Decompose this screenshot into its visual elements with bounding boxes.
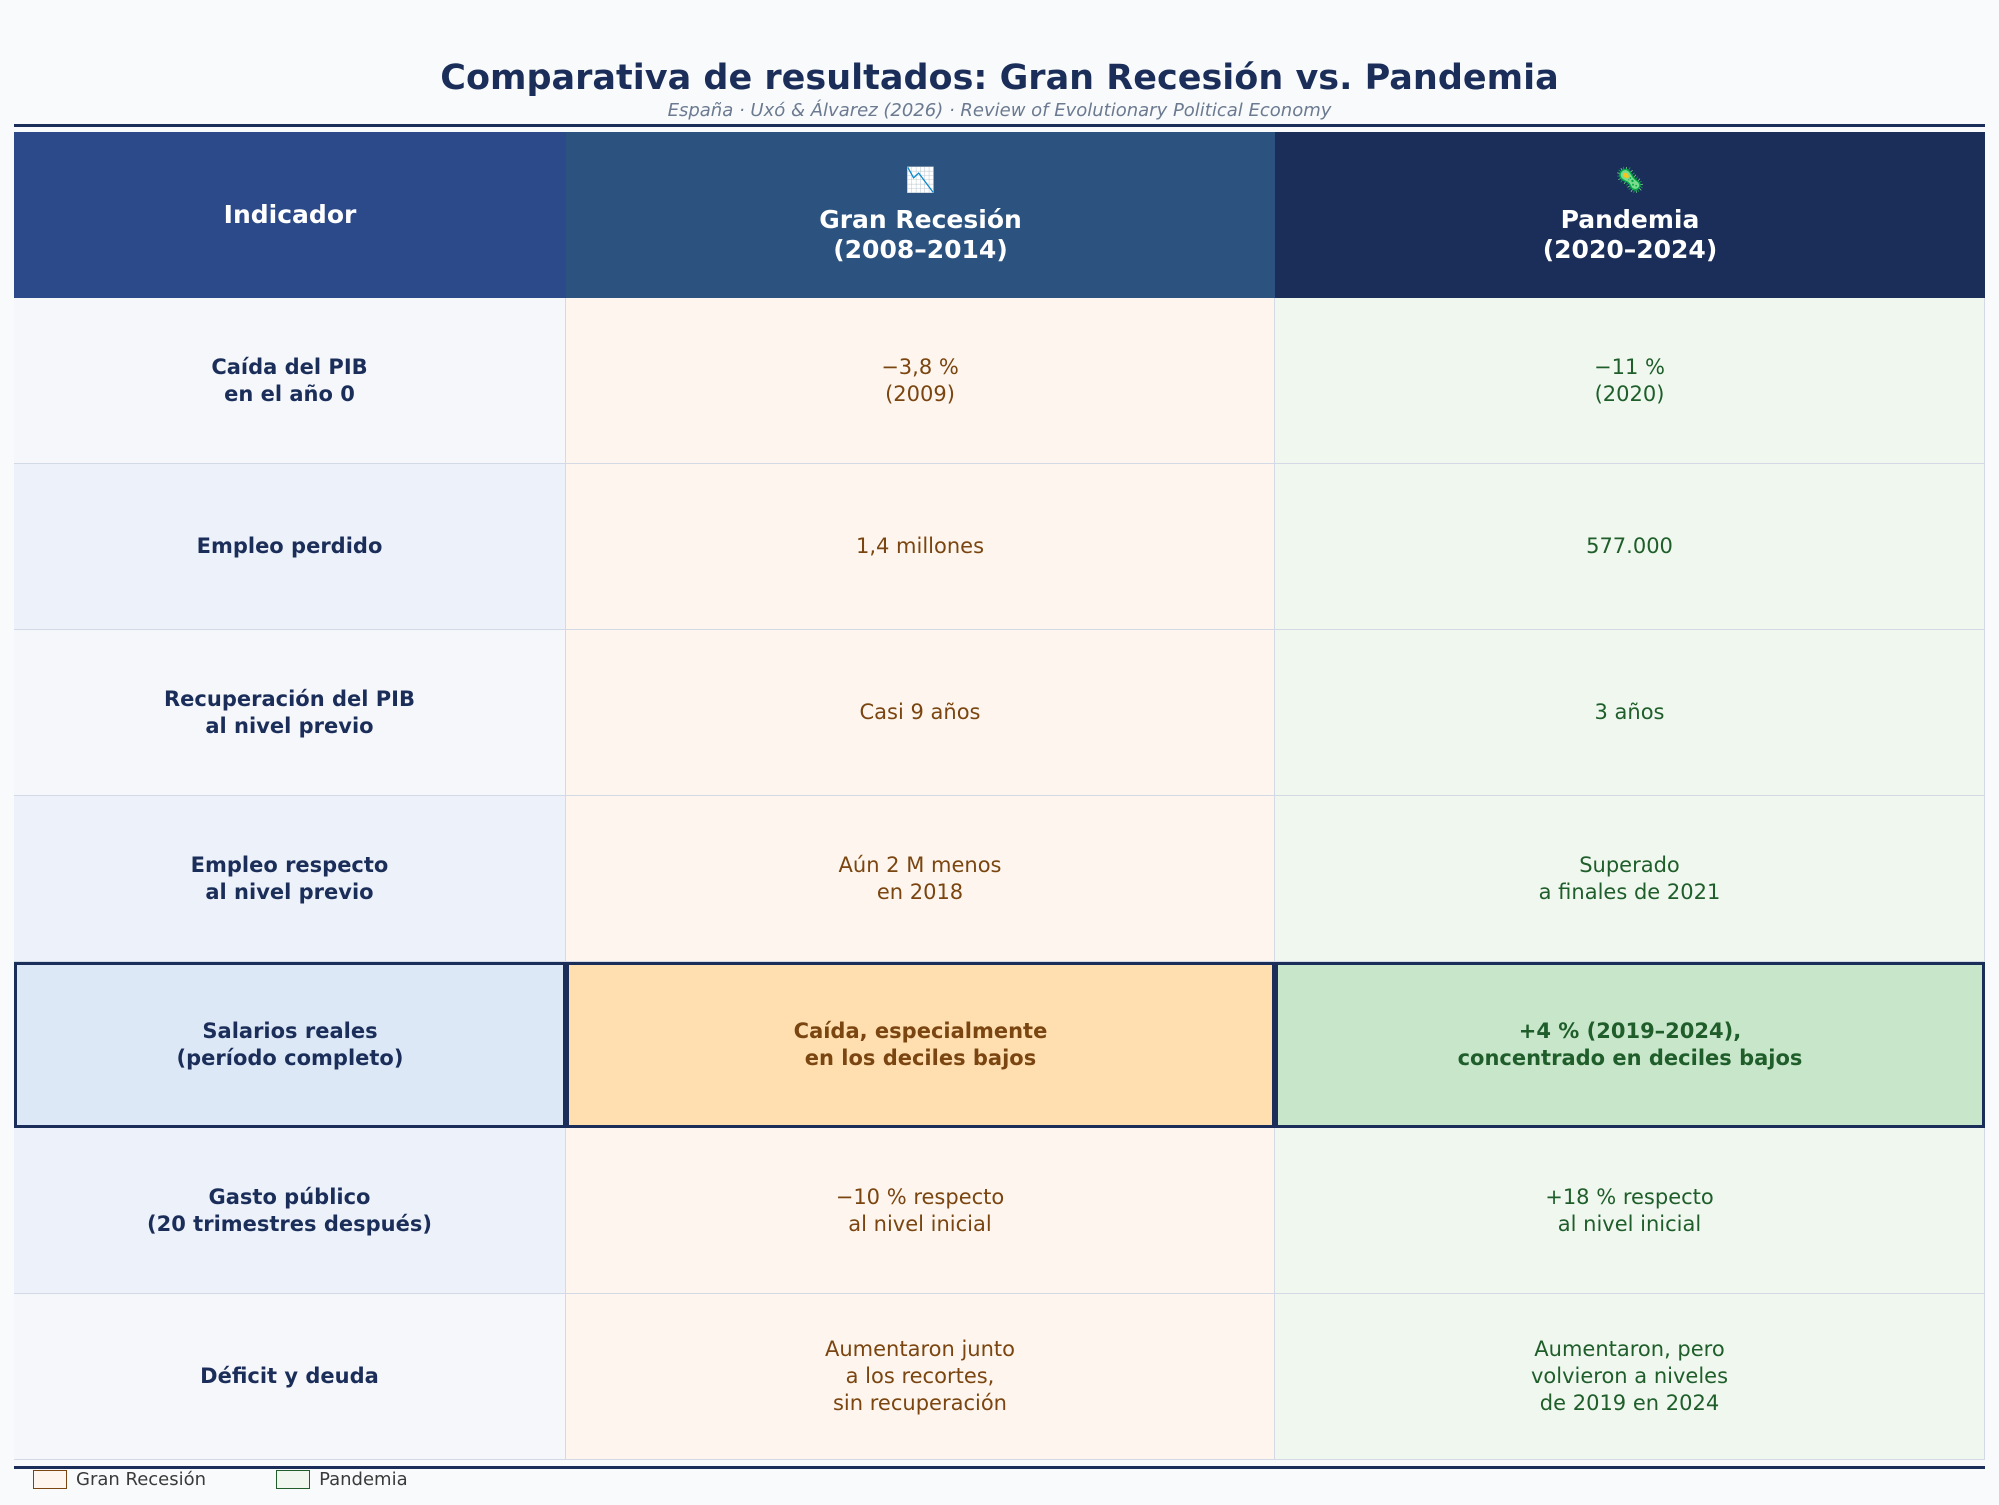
header-pandemia-label: Pandemia (2020–2024) xyxy=(1542,205,1718,264)
header-pandemia: 🦠 Pandemia (2020–2024) xyxy=(1275,132,1985,298)
cell-text: Casi 9 años xyxy=(859,700,981,724)
cell-text: Superado a finales de 2021 xyxy=(1538,852,1721,904)
table-cell-gran-recesion: −10 % respecto al nivel inicial xyxy=(566,1128,1275,1294)
header-indicator-label: Indicador xyxy=(223,200,357,229)
table-cell-gran-recesion: Casi 9 años xyxy=(566,630,1275,796)
table-cell-pandemia: +4 % (2019–2024), concentrado en deciles… xyxy=(1275,962,1985,1128)
table-cell-pandemia: +18 % respecto al nivel inicial xyxy=(1275,1128,1985,1294)
cell-text: −10 % respecto al nivel inicial xyxy=(835,1184,1005,1236)
top-rule xyxy=(14,124,1985,127)
cell-text: −11 % (2020) xyxy=(1594,354,1665,406)
table-cell-indicator: Déficit y deuda xyxy=(14,1294,566,1460)
cell-text: −3,8 % (2009) xyxy=(881,354,959,406)
page-subtitle: España · Uxó & Álvarez (2026) · Review o… xyxy=(667,100,1332,121)
cell-text: Empleo perdido xyxy=(196,534,383,558)
header-indicator: Indicador xyxy=(14,132,566,298)
cell-text: Aún 2 M menos en 2018 xyxy=(838,852,1002,904)
table-cell-pandemia: Superado a finales de 2021 xyxy=(1275,796,1985,962)
cell-text: Salarios reales (período completo) xyxy=(176,1019,404,1070)
cell-text: Empleo respecto al nivel previo xyxy=(190,852,389,904)
table-cell-indicator: Salarios reales (período completo) xyxy=(14,962,566,1128)
legend-item-pandemia: Pandemia xyxy=(276,1469,408,1490)
cell-text: Caída del PIB en el año 0 xyxy=(211,354,368,406)
cell-text: Aumentaron, pero volvieron a niveles de … xyxy=(1530,1337,1729,1415)
table-cell-indicator: Recuperación del PIB al nivel previo xyxy=(14,630,566,796)
table-cell-gran-recesion: Aún 2 M menos en 2018 xyxy=(566,796,1275,962)
comparison-table: Indicador 📉 Gran Recesión (2008–2014) 🦠 … xyxy=(14,132,1985,1460)
page-title: Comparativa de resultados: Gran Recesión… xyxy=(440,58,1559,98)
header-gran-recesion: 📉 Gran Recesión (2008–2014) xyxy=(566,132,1275,298)
cell-text: Caída, especialmente en los deciles bajo… xyxy=(793,1019,1048,1070)
cell-text: +18 % respecto al nivel inicial xyxy=(1545,1184,1714,1236)
table-cell-indicator: Empleo perdido xyxy=(14,464,566,630)
table-cell-indicator: Empleo respecto al nivel previo xyxy=(14,796,566,962)
cell-text: +4 % (2019–2024), concentrado en deciles… xyxy=(1457,1019,1803,1070)
legend: Gran Recesión Pandemia xyxy=(33,1468,478,1490)
cell-text: 577.000 xyxy=(1586,534,1673,558)
legend-swatch-pandemia xyxy=(276,1469,311,1489)
cell-text: Gasto público (20 trimestres después) xyxy=(147,1184,432,1236)
table-cell-pandemia: 577.000 xyxy=(1275,464,1985,630)
table-cell-gran-recesion: Caída, especialmente en los deciles bajo… xyxy=(566,962,1275,1128)
table-cell-gran-recesion: 1,4 millones xyxy=(566,464,1275,630)
legend-swatch-gran-recesion xyxy=(33,1469,67,1489)
cell-text: 3 años xyxy=(1594,700,1665,724)
table-cell-indicator: Gasto público (20 trimestres después) xyxy=(14,1128,566,1294)
legend-item-gran-recesion: Gran Recesión xyxy=(33,1469,206,1490)
cell-text: Déficit y deuda xyxy=(200,1364,379,1388)
header-gran-recesion-label: Gran Recesión (2008–2014) xyxy=(819,205,1022,264)
table-cell-gran-recesion: Aumentaron junto a los recortes, sin rec… xyxy=(566,1294,1275,1460)
table-cell-indicator: Caída del PIB en el año 0 xyxy=(14,298,566,464)
cell-text: Recuperación del PIB al nivel previo xyxy=(164,686,415,738)
virus-icon: 🦠 xyxy=(1615,166,1645,194)
cell-text: 1,4 millones xyxy=(855,534,985,558)
bottom-rule xyxy=(14,1466,1985,1469)
legend-label-pandemia: Pandemia xyxy=(319,1468,408,1490)
cell-text: Aumentaron junto a los recortes, sin rec… xyxy=(824,1337,1015,1415)
legend-label-gran-recesion: Gran Recesión xyxy=(76,1468,207,1490)
table-cell-pandemia: 3 años xyxy=(1275,630,1985,796)
table-cell-gran-recesion: −3,8 % (2009) xyxy=(566,298,1275,464)
chart-icon: 📉 xyxy=(905,166,936,194)
table-cell-pandemia: Aumentaron, pero volvieron a niveles de … xyxy=(1275,1294,1985,1460)
table-cell-pandemia: −11 % (2020) xyxy=(1275,298,1985,464)
